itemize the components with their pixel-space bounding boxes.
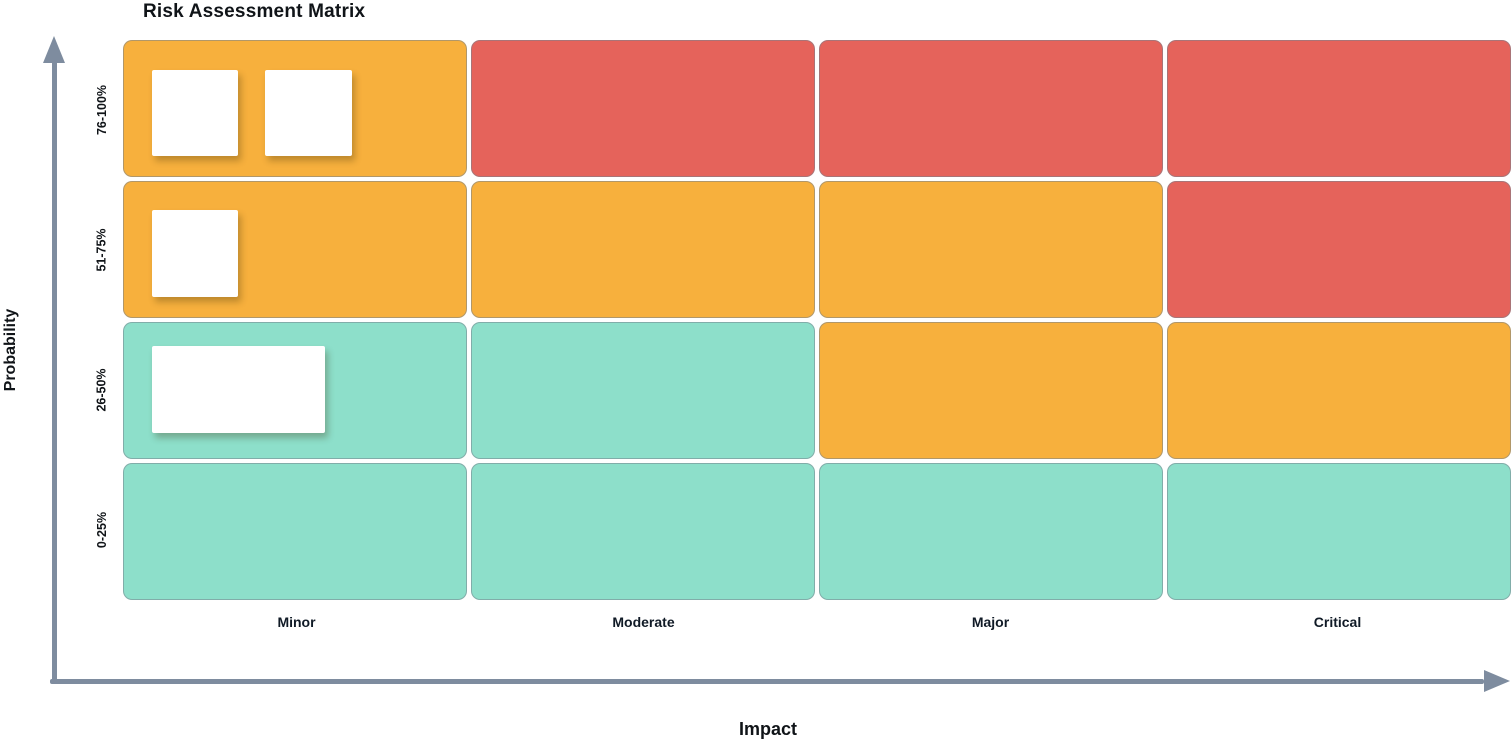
matrix-cell-r2c2-medium: [819, 322, 1163, 459]
note-card-3[interactable]: [152, 210, 238, 297]
chart-title: Risk Assessment Matrix: [143, 1, 366, 22]
matrix-cell-r3c0-low: [123, 463, 467, 600]
note-card-2[interactable]: [265, 70, 352, 156]
matrix-cell-r3c1-low: [471, 463, 815, 600]
x-axis-line: [50, 679, 1484, 684]
matrix-cell-r2c1-low: [471, 322, 815, 459]
matrix-cell-r1c3-high: [1167, 181, 1511, 318]
matrix-cell-r1c1-medium: [471, 181, 815, 318]
row-label-text: 51-75%: [95, 228, 109, 272]
col-label-2: Moderate: [612, 614, 675, 630]
y-axis-title-text: Probability: [2, 308, 19, 392]
matrix-cell-r2c3-medium: [1167, 322, 1511, 459]
matrix-cell-r3c2-low: [819, 463, 1163, 600]
row-label-text: 26-50%: [95, 368, 109, 412]
x-axis-title: Impact: [738, 719, 798, 739]
row-label-1: 76-100%: [84, 40, 120, 180]
row-label-4: 0-25%: [84, 460, 120, 600]
matrix-grid: [123, 40, 1511, 600]
matrix-cell-r1c2-medium: [819, 181, 1163, 318]
matrix-cell-r3c3-low: [1167, 463, 1511, 600]
y-axis-line: [52, 54, 57, 684]
row-label-2: 51-75%: [84, 180, 120, 320]
row-label-3: 26-50%: [84, 320, 120, 460]
note-card-1[interactable]: [152, 70, 238, 156]
matrix-cell-r0c1-high: [471, 40, 815, 177]
note-card-4[interactable]: [152, 346, 325, 433]
col-labels: Minor Moderate Major Critical: [123, 614, 1511, 630]
row-label-text: 76-100%: [95, 84, 110, 136]
matrix-cell-r0c2-high: [819, 40, 1163, 177]
matrix-cell-r0c3-high: [1167, 40, 1511, 177]
col-label-3: Major: [971, 614, 1010, 630]
col-label-4: Critical: [1313, 614, 1362, 630]
x-axis-arrow-icon: [1484, 670, 1510, 692]
col-label-1: Minor: [277, 614, 316, 630]
row-label-text: 0-25%: [95, 511, 110, 549]
row-labels: 76-100% 51-75% 26-50% 0-25%: [84, 40, 120, 600]
y-axis-arrow-icon: [43, 36, 65, 63]
